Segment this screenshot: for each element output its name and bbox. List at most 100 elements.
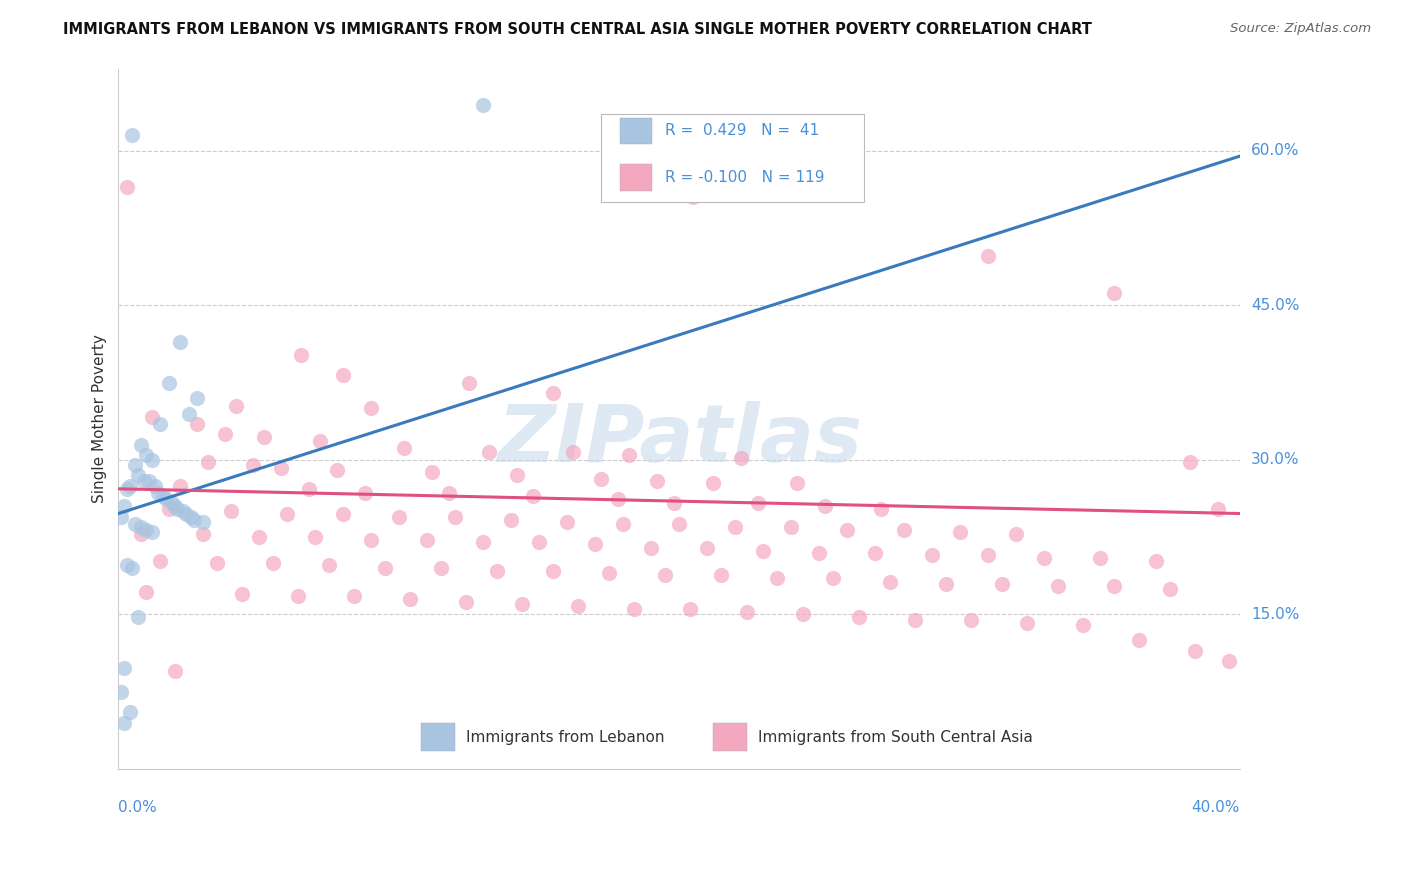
Point <box>654 568 676 582</box>
Point <box>505 468 527 483</box>
Point <box>416 533 439 548</box>
Point <box>710 568 733 582</box>
Point <box>262 556 284 570</box>
Point <box>766 571 789 585</box>
Point <box>112 661 135 675</box>
Point <box>214 427 236 442</box>
Point <box>169 479 191 493</box>
Point <box>541 386 564 401</box>
Point <box>439 486 461 500</box>
Point <box>309 434 332 449</box>
Point <box>219 504 242 518</box>
Point <box>129 527 152 541</box>
Point <box>388 509 411 524</box>
Point <box>166 502 188 516</box>
Point <box>186 417 208 431</box>
Point <box>921 548 943 562</box>
Point <box>112 715 135 730</box>
Point <box>645 474 668 488</box>
Point <box>242 458 264 472</box>
Text: ZIPatlas: ZIPatlas <box>496 401 862 479</box>
Point <box>1128 633 1150 648</box>
Point <box>682 190 704 204</box>
Point <box>1032 550 1054 565</box>
Point <box>118 479 141 493</box>
Point <box>893 523 915 537</box>
Point <box>541 564 564 578</box>
Point <box>724 520 747 534</box>
Point <box>561 444 583 458</box>
Point <box>290 348 312 362</box>
Point <box>606 492 628 507</box>
Point <box>510 597 533 611</box>
Point <box>177 407 200 421</box>
Text: R = -0.100   N = 119: R = -0.100 N = 119 <box>665 170 825 186</box>
Point <box>205 556 228 570</box>
Point <box>169 334 191 349</box>
Point <box>735 606 758 620</box>
Point <box>949 524 972 539</box>
Point <box>163 500 186 514</box>
Point <box>471 535 494 549</box>
Point <box>792 607 814 622</box>
Point <box>141 524 163 539</box>
FancyBboxPatch shape <box>713 723 747 751</box>
Text: Source: ZipAtlas.com: Source: ZipAtlas.com <box>1230 22 1371 36</box>
Point <box>730 450 752 465</box>
Point <box>477 444 499 458</box>
Point <box>143 479 166 493</box>
Point <box>172 504 194 518</box>
Point <box>1159 582 1181 596</box>
Point <box>152 489 174 503</box>
Point <box>935 576 957 591</box>
Point <box>163 664 186 678</box>
FancyBboxPatch shape <box>620 118 652 145</box>
Point <box>160 496 183 510</box>
Point <box>598 566 620 581</box>
Point <box>155 492 177 507</box>
Point <box>141 409 163 424</box>
FancyBboxPatch shape <box>620 164 652 191</box>
Point <box>225 400 247 414</box>
Point <box>747 496 769 510</box>
Point <box>1088 550 1111 565</box>
Text: 60.0%: 60.0% <box>1251 144 1299 159</box>
Point <box>1218 654 1240 668</box>
Point <box>959 613 981 627</box>
Point <box>149 554 172 568</box>
Point <box>865 546 887 560</box>
Point <box>696 541 718 555</box>
Point <box>138 474 160 488</box>
Point <box>276 507 298 521</box>
Point <box>146 486 169 500</box>
Point <box>662 496 685 510</box>
Point <box>589 471 612 485</box>
FancyBboxPatch shape <box>600 114 865 202</box>
Point <box>976 249 998 263</box>
Point <box>343 589 366 603</box>
Text: R =  0.429   N =  41: R = 0.429 N = 41 <box>665 123 820 138</box>
Point <box>157 376 180 390</box>
Point <box>640 541 662 555</box>
Point <box>135 523 157 537</box>
Point <box>124 458 146 472</box>
Point <box>135 448 157 462</box>
Point <box>135 584 157 599</box>
Point <box>231 587 253 601</box>
Point <box>191 527 214 541</box>
Point <box>471 97 494 112</box>
Point <box>904 613 927 627</box>
Point <box>422 466 444 480</box>
Point <box>612 516 634 531</box>
Point <box>110 509 132 524</box>
Text: 0.0%: 0.0% <box>118 799 157 814</box>
Point <box>848 609 870 624</box>
Point <box>332 507 354 521</box>
Point <box>298 482 321 496</box>
Point <box>149 417 172 431</box>
Point <box>623 602 645 616</box>
Point <box>253 430 276 444</box>
Point <box>129 520 152 534</box>
Text: IMMIGRANTS FROM LEBANON VS IMMIGRANTS FROM SOUTH CENTRAL ASIA SINGLE MOTHER POVE: IMMIGRANTS FROM LEBANON VS IMMIGRANTS FR… <box>63 22 1092 37</box>
Point <box>1071 617 1094 632</box>
